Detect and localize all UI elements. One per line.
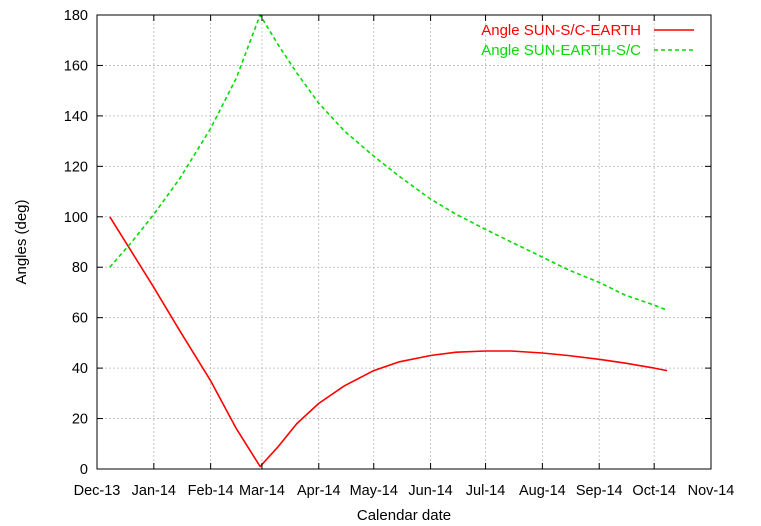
y-tick-label: 20 [72,412,88,428]
y-tick-label: 60 [72,311,88,327]
legend-label-sun-earth-sc: Angle SUN-EARTH-S/C [481,42,641,59]
plot-frame [96,14,712,470]
y-tick-label: 160 [64,58,88,74]
series-line-1 [109,14,668,311]
y-tick-label: 180 [64,8,88,24]
x-tick-label: Oct-14 [632,483,676,499]
x-tick-label: Nov-14 [688,483,735,499]
y-tick-label: 80 [72,260,88,276]
y-axis-title: Angles (deg) [13,199,30,284]
series-layer [109,14,668,468]
y-tick-label: 0 [80,462,88,478]
x-tick-label: Jan-14 [132,483,176,499]
x-tick-label: Mar-14 [239,483,285,499]
y-tick-label: 100 [64,210,88,226]
x-tick-label: Jul-14 [466,483,506,499]
grid-layer [97,15,711,469]
y-tick-label: 40 [72,361,88,377]
x-tick-label: Sep-14 [576,483,623,499]
y-tick-label: 120 [64,159,88,175]
x-tick-label: Aug-14 [519,483,566,499]
x-tick-label: Dec-13 [74,483,121,499]
x-axis-title: Calendar date [357,507,451,524]
legend: Angle SUN-S/C-EARTH Angle SUN-EARTH-S/C [481,22,694,59]
y-tick-label: 140 [64,109,88,125]
legend-label-sun-sc-earth: Angle SUN-S/C-EARTH [481,22,641,39]
x-tick-label: Apr-14 [297,483,341,499]
x-tick-label: Feb-14 [188,483,234,499]
tick-layer: Dec-13 Jan-14 Feb-14 Mar-14 Apr-14 May-14 Jun-… [64,8,735,499]
x-tick-label: Jun-14 [408,483,452,499]
series-line-0 [109,216,668,468]
x-tick-label: May-14 [350,483,398,499]
